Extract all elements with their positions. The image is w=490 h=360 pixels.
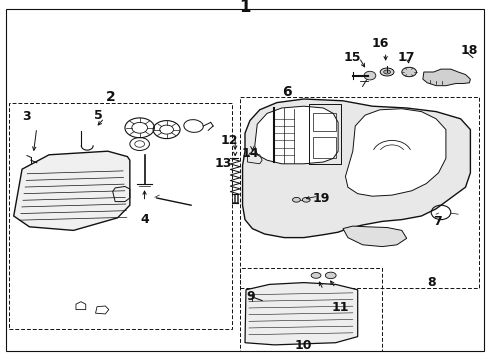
Text: 9: 9	[246, 291, 255, 303]
Polygon shape	[243, 99, 470, 238]
Circle shape	[364, 71, 376, 80]
Text: 2: 2	[105, 90, 115, 104]
Text: 1: 1	[239, 0, 251, 16]
Text: 4: 4	[140, 213, 149, 226]
Text: 11: 11	[332, 301, 349, 314]
Bar	[240, 268, 382, 351]
Text: 14: 14	[241, 147, 259, 159]
Ellipse shape	[402, 67, 416, 77]
Bar	[313, 113, 336, 131]
Text: 18: 18	[461, 44, 478, 57]
Ellipse shape	[311, 273, 321, 278]
Polygon shape	[343, 226, 407, 247]
Text: 6: 6	[282, 85, 292, 99]
Polygon shape	[14, 151, 130, 230]
Text: 5: 5	[94, 109, 102, 122]
Bar	[313, 137, 336, 158]
Text: 16: 16	[371, 37, 389, 50]
Ellipse shape	[380, 68, 394, 76]
Text: 3: 3	[23, 111, 31, 123]
Polygon shape	[255, 106, 338, 164]
Polygon shape	[423, 69, 470, 86]
Ellipse shape	[384, 70, 391, 74]
Ellipse shape	[325, 272, 336, 279]
Text: 8: 8	[427, 276, 436, 289]
Ellipse shape	[302, 197, 310, 202]
Ellipse shape	[293, 197, 300, 202]
Text: 10: 10	[295, 339, 313, 352]
Text: 15: 15	[344, 51, 362, 64]
Text: 7: 7	[433, 215, 441, 228]
Text: 17: 17	[398, 51, 416, 64]
Text: 12: 12	[220, 134, 238, 147]
Text: 13: 13	[214, 157, 232, 170]
Polygon shape	[245, 283, 358, 345]
Text: 19: 19	[312, 192, 330, 204]
Bar	[240, 97, 479, 288]
Bar	[9, 103, 232, 329]
Polygon shape	[345, 109, 446, 196]
